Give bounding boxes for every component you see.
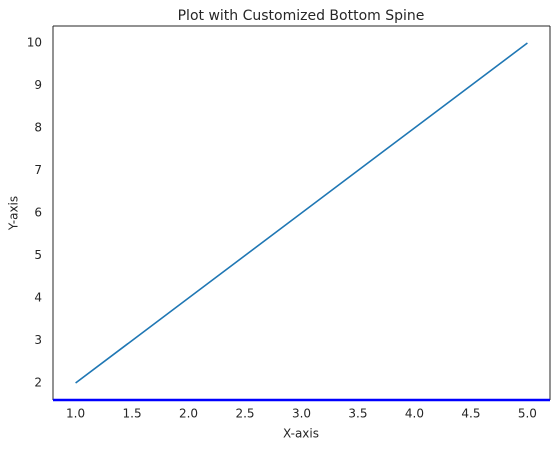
y-tick-label: 2 xyxy=(34,376,42,390)
x-tick-label: 3.0 xyxy=(292,407,311,421)
x-tick-label: 3.5 xyxy=(348,407,367,421)
x-tick-label: 4.0 xyxy=(405,407,424,421)
y-tick-label: 5 xyxy=(34,248,42,262)
y-tick-label: 9 xyxy=(34,78,42,92)
x-tick-label: 2.5 xyxy=(235,407,254,421)
y-tick-label: 3 xyxy=(34,333,42,347)
x-tick-label: 1.5 xyxy=(123,407,142,421)
x-tick-label: 2.0 xyxy=(179,407,198,421)
y-tick-label: 10 xyxy=(27,36,42,50)
x-tick-label: 1.0 xyxy=(66,407,85,421)
line-series xyxy=(75,42,528,384)
y-tick-label: 7 xyxy=(34,163,42,177)
chart-title: Plot with Customized Bottom Spine xyxy=(178,8,425,24)
x-tick-label: 5.0 xyxy=(518,407,537,421)
y-tick-label: 6 xyxy=(34,206,42,220)
x-tick-label: 4.5 xyxy=(461,407,480,421)
y-axis-label: Y-axis xyxy=(7,196,21,231)
y-tick-label: 4 xyxy=(34,291,42,305)
y-tick-label: 8 xyxy=(34,121,42,135)
x-axis-label: X-axis xyxy=(283,427,319,441)
